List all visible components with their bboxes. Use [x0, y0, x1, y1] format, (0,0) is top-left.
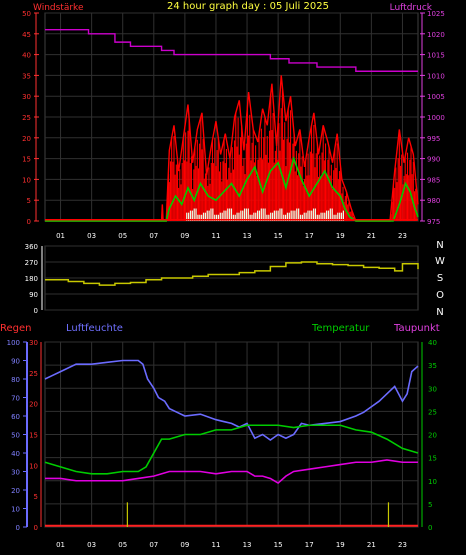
pressure-tick-label: 1010: [427, 72, 445, 80]
time-tick-label: 03: [87, 232, 96, 240]
time-tick-label: 09: [180, 541, 189, 549]
temperature-series-line: [44, 424, 419, 475]
humidity-label: Luftfeuchte: [66, 323, 123, 334]
time-tick-label: 01: [56, 541, 65, 549]
time-tick-label: 19: [336, 541, 345, 549]
time-tick-label: 17: [305, 541, 314, 549]
wind-tick-label: 5: [27, 197, 31, 205]
direction-tick-label: 180: [25, 275, 38, 283]
humidity-tick-label: 40: [11, 450, 20, 458]
direction-tick-label: 270: [25, 259, 38, 267]
time-tick-label: 07: [149, 541, 158, 549]
pressure-tick-label: 1020: [427, 31, 445, 39]
time-tick-label: 15: [274, 541, 283, 549]
temp-tick-label: 5: [428, 501, 432, 509]
pressure-tick-label: 995: [427, 135, 440, 143]
rain-tick-label: 10: [29, 462, 38, 470]
pressure-tick-label: 985: [427, 176, 440, 184]
time-tick-label: 23: [398, 232, 407, 240]
wind-tick-label: 25: [22, 114, 31, 122]
time-tick-label: 11: [211, 541, 220, 549]
pressure-tick-label: 980: [427, 197, 440, 205]
time-tick-label: 01: [56, 232, 65, 240]
rain-tick-label: 25: [29, 370, 38, 378]
time-tick-label: 23: [398, 541, 407, 549]
direction-series-line: [45, 261, 419, 286]
humidity-tick-label: 80: [11, 376, 20, 384]
rain-tick-label: 5: [34, 493, 38, 501]
time-tick-label: 05: [118, 232, 127, 240]
humidity-tick-label: 50: [11, 432, 20, 440]
wind-tick-label: 50: [22, 10, 31, 18]
wind-tick-label: 15: [22, 156, 31, 164]
chart-title: 24 hour graph day : 05 Juli 2025: [167, 1, 329, 12]
direction-tick-label: 0: [34, 307, 38, 315]
pressure-tick-label: 1025: [427, 10, 445, 18]
humidity-tick-label: 90: [11, 358, 20, 366]
temp-tick-label: 30: [428, 385, 437, 393]
temp-tick-label: 20: [428, 432, 437, 440]
temp-tick-label: 15: [428, 455, 437, 463]
humidity-tick-label: 70: [11, 395, 20, 403]
wind-tick-label: 10: [22, 176, 31, 184]
rain-tick-label: 15: [29, 432, 38, 440]
time-tick-label: 21: [367, 541, 376, 549]
humidity-tick-label: 100: [7, 339, 20, 347]
rain-label: Regen: [0, 323, 32, 334]
temp-tick-label: 35: [428, 362, 437, 370]
direction-tick-label: 360: [25, 243, 38, 251]
pressure-tick-label: 1015: [427, 52, 445, 60]
humidity-tick-label: 30: [11, 469, 20, 477]
time-tick-label: 13: [243, 541, 252, 549]
compass-label: S: [437, 273, 443, 284]
avg-wind-line: [45, 155, 419, 222]
humidity-tick-label: 60: [11, 413, 20, 421]
time-tick-label: 07: [149, 232, 158, 240]
time-tick-label: 15: [274, 232, 283, 240]
time-tick-label: 19: [336, 232, 345, 240]
time-tick-label: 09: [180, 232, 189, 240]
gust-series-line: [45, 75, 419, 222]
temp-tick-label: 25: [428, 408, 437, 416]
wind-tick-label: 20: [22, 135, 31, 143]
pressure-series-line: [45, 28, 418, 72]
humidity-tick-label: 10: [11, 506, 20, 514]
time-tick-label: 17: [305, 232, 314, 240]
compass-label: N: [436, 307, 443, 318]
humidity-tick-label: 0: [16, 524, 20, 532]
compass-label: W: [435, 256, 445, 267]
time-tick-label: 13: [243, 232, 252, 240]
temp-tick-label: 0: [428, 524, 432, 532]
temp-tick-label: 10: [428, 478, 437, 486]
wind-tick-label: 40: [22, 52, 31, 60]
pressure-tick-label: 990: [427, 156, 440, 164]
time-tick-label: 05: [118, 541, 127, 549]
rain-tick-label: 0: [34, 524, 38, 532]
dewpoint-label: Taupunkt: [393, 323, 440, 334]
pressure-tick-label: 975: [427, 218, 440, 226]
wind-axis-title: Windstärke: [33, 3, 84, 13]
pressure-tick-label: 1005: [427, 93, 445, 101]
time-tick-label: 03: [87, 541, 96, 549]
dewpoint-series-line: [45, 459, 418, 485]
rain-tick-label: 30: [29, 339, 38, 347]
wind-tick-label: 0: [27, 218, 31, 226]
rain-tick-label: 20: [29, 401, 38, 409]
compass-label: N: [436, 240, 443, 251]
temp-tick-label: 40: [428, 339, 437, 347]
wind-tick-label: 30: [22, 93, 31, 101]
direction-tick-label: 90: [29, 291, 38, 299]
time-tick-label: 11: [211, 232, 220, 240]
wind-tick-label: 35: [22, 72, 31, 80]
pressure-axis-title: Luftdruck: [390, 3, 433, 13]
humidity-series-line: [44, 359, 419, 442]
temperature-label: Temperatur: [311, 323, 370, 334]
time-tick-label: 21: [367, 232, 376, 240]
compass-label: O: [436, 290, 444, 301]
wind-tick-label: 45: [22, 31, 31, 39]
humidity-tick-label: 20: [11, 487, 20, 495]
pressure-tick-label: 1000: [427, 114, 445, 122]
